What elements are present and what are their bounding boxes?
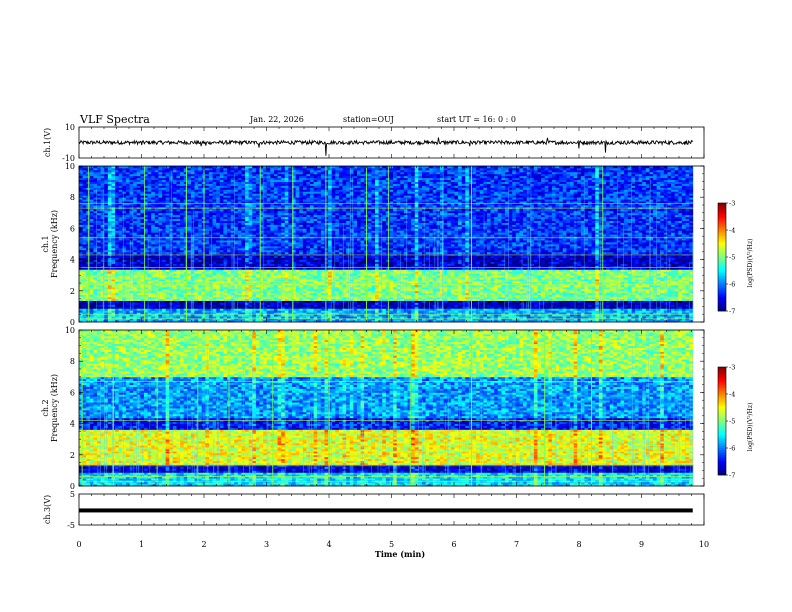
ch1-ytick-label: 10 [65,123,75,132]
station-label: station=OUJ [343,115,394,124]
date-label: Jan. 22, 2026 [249,115,304,124]
start-time-label: start UT = 16: 0 : 0 [437,115,516,124]
vlf-figure: VLF Spectra Jan. 22, 2026 station=OUJ st… [0,0,792,612]
ch1-trace [79,138,693,156]
ch1-ylabel: ch.1(V) [43,128,52,157]
figure-title: VLF Spectra [79,113,150,126]
